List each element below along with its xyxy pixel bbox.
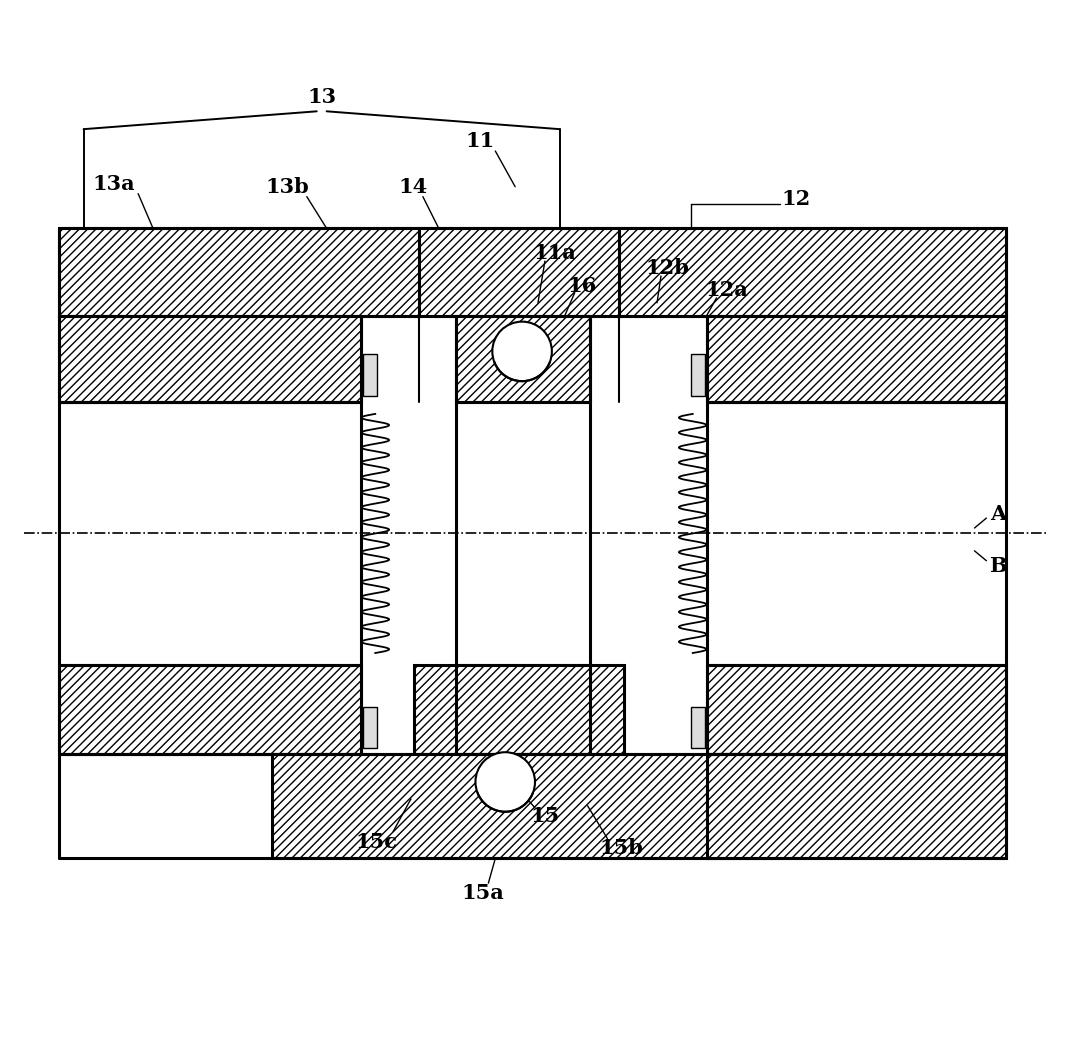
Bar [456, 316, 590, 402]
Circle shape [492, 322, 552, 381]
Bar [707, 402, 1006, 665]
Text: 12: 12 [782, 189, 811, 209]
Text: 11: 11 [466, 131, 496, 151]
Bar [59, 402, 361, 665]
Text: 15a: 15a [461, 883, 504, 903]
Bar [456, 665, 590, 754]
Bar [691, 355, 705, 396]
Text: 15b: 15b [599, 838, 643, 859]
Bar [272, 754, 779, 859]
Bar [59, 228, 419, 316]
Bar [707, 665, 1006, 754]
Bar [414, 665, 625, 754]
Text: B: B [989, 555, 1007, 576]
Text: 15: 15 [531, 806, 560, 826]
Text: 11a: 11a [533, 243, 577, 263]
Text: 14: 14 [398, 176, 427, 196]
Text: 12b: 12b [645, 258, 689, 278]
Text: 15c: 15c [356, 831, 397, 851]
Text: 13a: 13a [92, 174, 135, 193]
Bar [419, 228, 619, 316]
Text: 13b: 13b [265, 176, 309, 196]
Text: 13: 13 [308, 88, 336, 108]
Circle shape [475, 752, 535, 812]
Text: A: A [990, 504, 1006, 524]
Bar [691, 706, 705, 749]
Bar [363, 355, 377, 396]
Bar [456, 402, 590, 665]
Bar [59, 316, 361, 402]
Text: 16: 16 [567, 276, 596, 296]
Bar [59, 665, 361, 754]
Bar [363, 706, 377, 749]
Bar [707, 316, 1006, 402]
Bar [619, 228, 1006, 316]
Text: 12a: 12a [705, 280, 748, 300]
Bar [707, 754, 1006, 859]
